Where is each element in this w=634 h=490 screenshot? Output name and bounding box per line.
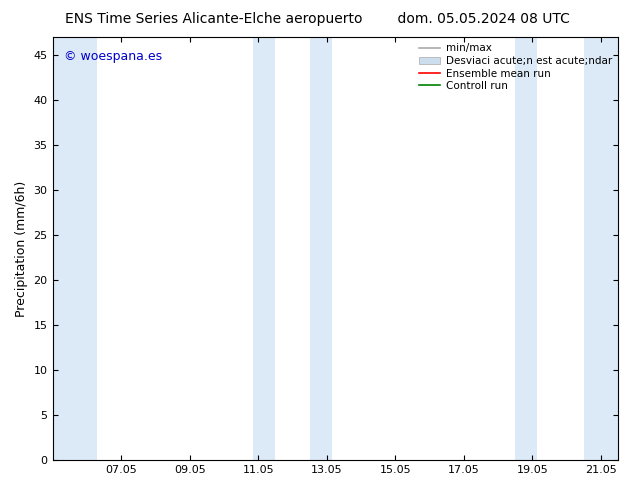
Legend: min/max, Desviaci acute;n est acute;ndar, Ensemble mean run, Controll run: min/max, Desviaci acute;n est acute;ndar… bbox=[417, 40, 615, 94]
Bar bbox=[584, 37, 618, 460]
Text: ENS Time Series Alicante-Elche aeropuerto        dom. 05.05.2024 08 UTC: ENS Time Series Alicante-Elche aeropuert… bbox=[65, 12, 569, 26]
Bar bbox=[53, 37, 97, 460]
Bar bbox=[515, 37, 538, 460]
Bar bbox=[253, 37, 275, 460]
Y-axis label: Precipitation (mm/6h): Precipitation (mm/6h) bbox=[15, 180, 28, 317]
Text: © woespana.es: © woespana.es bbox=[64, 50, 162, 63]
Bar bbox=[309, 37, 332, 460]
